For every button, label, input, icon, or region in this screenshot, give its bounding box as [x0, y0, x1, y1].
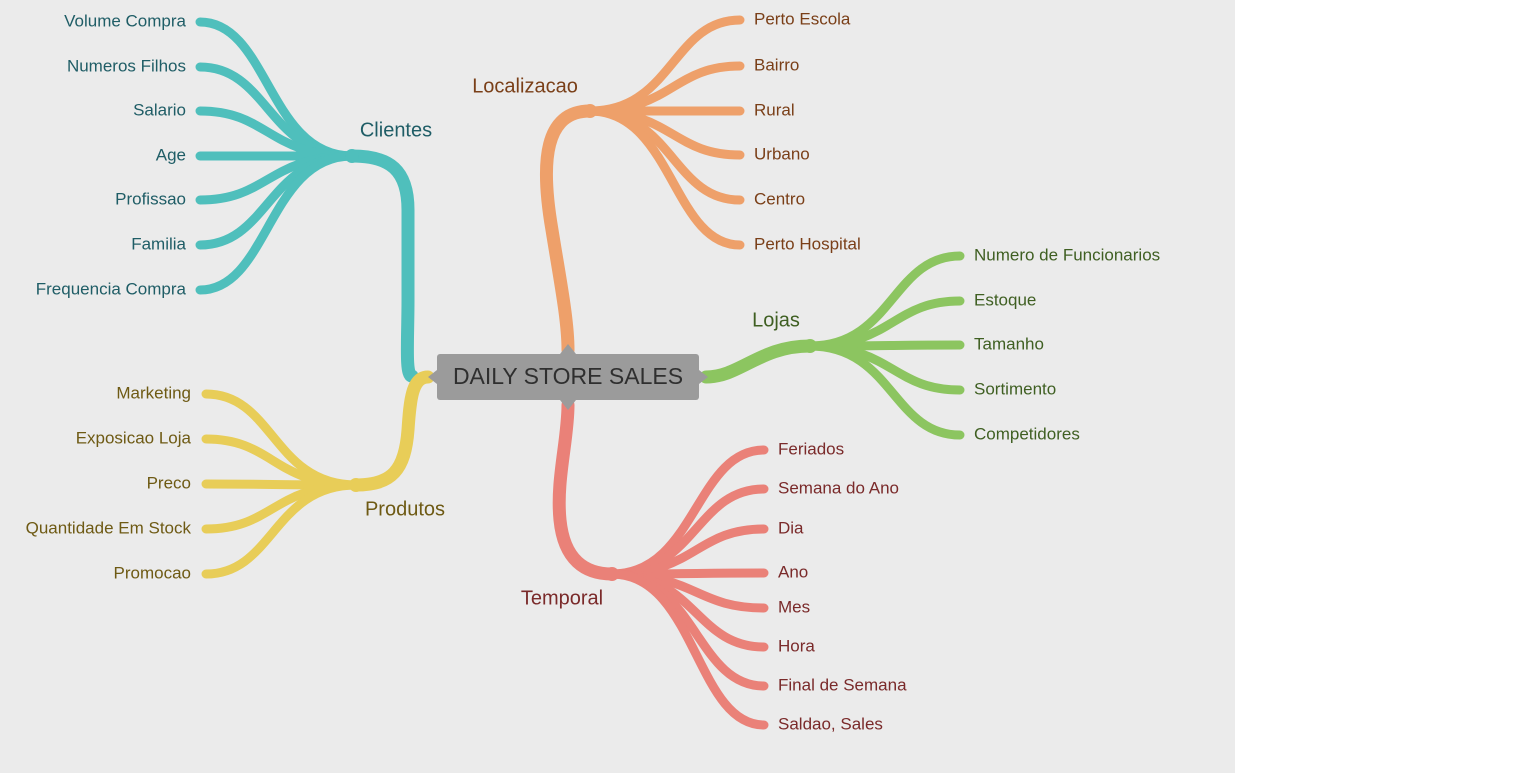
- leaf-label-numero-de-funcionarios: Numero de Funcionarios: [974, 245, 1160, 264]
- leaf-label-feriados: Feriados: [778, 439, 844, 458]
- root-notch-bottom: [560, 400, 576, 410]
- leaf-label-centro: Centro: [754, 189, 805, 208]
- leaf-label-hora: Hora: [778, 636, 815, 655]
- leaf-label-familia: Familia: [131, 234, 186, 253]
- branch-trunk-clientes: [345, 149, 419, 383]
- branch-trunk-lojas: [699, 339, 817, 384]
- leaf-label-tamanho: Tamanho: [974, 334, 1044, 353]
- leaf-label-dia: Dia: [778, 518, 804, 537]
- leaf-label-marketing: Marketing: [116, 383, 191, 402]
- branch-label-localizacao: Localizacao: [472, 75, 578, 97]
- branch-clientes: Volume Compra Numeros Filhos Salario Age Pro…: [36, 11, 432, 383]
- branch-hub-temporal: [605, 567, 619, 581]
- leaf-label-competidores: Competidores: [974, 424, 1080, 443]
- leaf-connector-saldao-sales: [607, 569, 769, 730]
- leaf-label-ano: Ano: [778, 562, 808, 581]
- leaf-label-volume-compra: Volume Compra: [64, 11, 186, 30]
- leaf-label-mes: Mes: [778, 597, 810, 616]
- leaf-label-exposicao-loja: Exposicao Loja: [76, 428, 192, 447]
- leaf-connector-competidores: [805, 341, 965, 440]
- root-node[interactable]: DAILY STORE SALES: [428, 344, 708, 410]
- leaf-label-final-de-semana: Final de Semana: [778, 675, 907, 694]
- mindmap-canvas: Volume Compra Numeros Filhos Salario Age Pro…: [0, 0, 1235, 773]
- leaf-label-age: Age: [156, 145, 186, 164]
- leaf-label-sortimento: Sortimento: [974, 379, 1056, 398]
- leaf-label-estoque: Estoque: [974, 290, 1036, 309]
- leaf-label-rural: Rural: [754, 100, 795, 119]
- mindmap-svg: Volume Compra Numeros Filhos Salario Age Pro…: [26, 9, 1161, 733]
- leaf-label-preco: Preco: [147, 473, 191, 492]
- root-notch-top: [560, 344, 576, 354]
- leaf-connector-perto-hospital: [585, 106, 745, 250]
- branch-hub-localizacao: [583, 104, 597, 118]
- leaf-label-frequencia-compra: Frequencia Compra: [36, 279, 187, 298]
- root-notch-right: [699, 370, 708, 384]
- branch-label-lojas: Lojas: [752, 309, 800, 331]
- branch-trunk-produtos: [349, 370, 435, 492]
- root-label: DAILY STORE SALES: [453, 363, 683, 389]
- branch-trunk-localizacao: [539, 104, 597, 357]
- leaf-label-salario: Salario: [133, 100, 186, 119]
- branch-trunk-temporal: [552, 398, 619, 581]
- root-notch-left: [428, 370, 437, 384]
- root-node-box: [437, 354, 699, 400]
- branch-label-produtos: Produtos: [365, 498, 445, 520]
- leaf-label-profissao: Profissao: [115, 189, 186, 208]
- leaf-label-perto-hospital: Perto Hospital: [754, 234, 861, 253]
- leaf-label-urbano: Urbano: [754, 144, 810, 163]
- leaf-connector-promocao: [201, 480, 361, 579]
- leaf-label-numeros-filhos: Numeros Filhos: [67, 56, 186, 75]
- branch-produtos: Marketing Exposicao Loja Preco Quantidade E…: [26, 370, 445, 582]
- leaf-label-perto-escola: Perto Escola: [754, 9, 851, 28]
- leaf-label-semana-do-ano: Semana do Ano: [778, 478, 899, 497]
- leaf-label-bairro: Bairro: [754, 55, 799, 74]
- branch-localizacao: Perto Escola Bairro Rural Urbano Centro Perto…: [472, 9, 861, 357]
- branch-hub-lojas: [803, 339, 817, 353]
- branch-temporal: Feriados Semana do Ano Dia Ano Mes Hora Final …: [521, 398, 907, 733]
- branch-hub-produtos: [349, 478, 363, 492]
- branch-lojas: Numero de Funcionarios Estoque Tamanho Sort…: [699, 245, 1160, 443]
- leaf-label-promocao: Promocao: [114, 563, 191, 582]
- leaf-label-quantidade-em-stock: Quantidade Em Stock: [26, 518, 192, 537]
- branch-hub-clientes: [345, 149, 359, 163]
- leaf-label-saldao-sales: Saldao, Sales: [778, 714, 883, 733]
- branch-label-clientes: Clientes: [360, 119, 432, 141]
- leaf-connector-frequencia-compra: [195, 151, 357, 295]
- branch-label-temporal: Temporal: [521, 587, 603, 609]
